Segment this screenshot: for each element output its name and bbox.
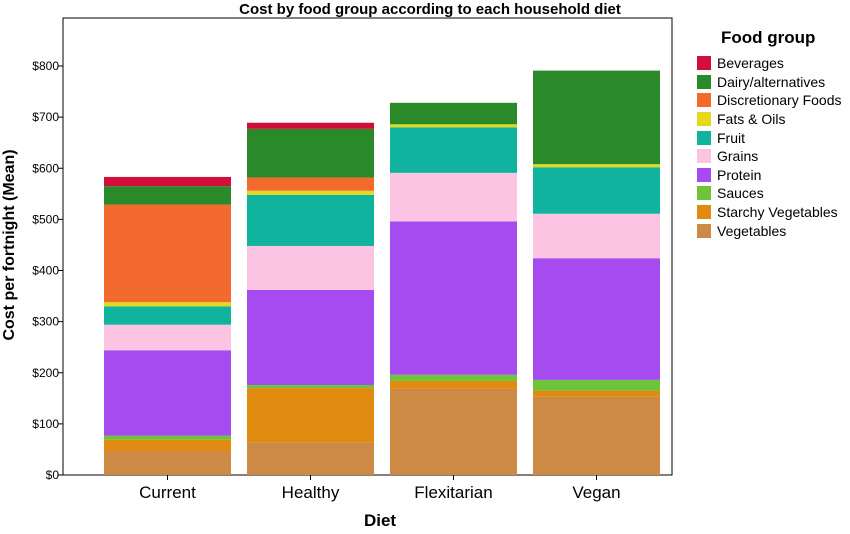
bar-segment-sauces [390,374,517,381]
legend-label: Fats & Oils [717,111,786,128]
bar-segment-discretionary-foods [104,204,231,303]
legend-items: Beverages Dairy/alternatives Discretionary… [697,54,842,240]
bar-segment-fruit [104,306,231,325]
legend-swatch [697,93,711,108]
bar-segment-starchy-vegetables [390,380,517,389]
x-tick-label: Flexitarian [414,483,492,502]
bar-segment-fruit [247,194,374,246]
legend-swatch [697,112,711,127]
legend-swatch [697,167,711,182]
bar-stack-vegan [533,70,660,475]
legend-item: Grains [697,147,842,166]
bar-segment-protein [104,350,231,436]
y-tick-label: $500 [32,212,59,226]
bar-segment-fats-oils [104,302,231,307]
bar-segment-grains [533,213,660,259]
x-axis-label: Diet [364,511,396,530]
legend-label: Fruit [717,129,745,146]
chart-title: Cost by food group according to each hou… [239,1,621,18]
y-tick-label: $400 [32,264,59,278]
y-axis-label: Cost per fortnight (Mean) [1,149,18,340]
y-tick-label: $800 [32,59,59,73]
bar-segment-dairy-alternatives [104,186,231,205]
legend: Food group Beverages Dairy/alternatives Di… [697,28,842,240]
legend-swatch [697,74,711,89]
legend-label: Protein [717,166,762,183]
x-tick-label: Vegan [572,483,620,502]
legend-item: Vegetables [697,221,842,240]
bar-segment-vegetables [533,396,660,475]
bar-segment-sauces [247,385,374,389]
bar-segment-dairy-alternatives [533,70,660,165]
bar-segment-sauces [533,379,660,391]
legend-label: Dairy/alternatives [717,73,826,90]
legend-swatch [697,56,711,71]
legend-swatch [697,205,711,220]
legend-item: Discretionary Foods [697,91,842,110]
legend-swatch [697,149,711,164]
legend-title: Food group [721,28,816,47]
bar-segment-beverages [247,122,374,129]
y-axis-ticks: $0 $100 $200 $300 $400 $500 $600 $700 $800 [32,59,63,482]
bar-segment-fruit [390,127,517,173]
bar-segment-sauces [104,435,231,440]
bar-segment-fats-oils [247,190,374,195]
legend-label: Vegetables [717,222,787,239]
y-tick-label: $700 [32,110,59,124]
legend-item: Beverages [697,54,842,73]
legend-item: Fruit [697,128,842,147]
bar-segment-starchy-vegetables [533,390,660,397]
bar-segment-dairy-alternatives [247,128,374,178]
y-tick-label: $300 [32,315,59,329]
y-tick-label: $600 [32,161,59,175]
y-tick-label: $100 [32,417,59,431]
bar-segment-fats-oils [390,124,517,128]
bar-segment-protein [390,221,517,375]
bar-segment-protein [247,289,374,386]
legend-item: Dairy/alternatives [697,73,842,92]
legend-item: Sauces [697,184,842,203]
y-tick-label: $0 [46,468,60,482]
x-axis-ticks: Current Healthy Flexitarian Vegan [139,475,621,502]
bar-segment-grains [390,172,517,222]
bar-stack-healthy [247,122,374,475]
bar-segment-fruit [533,167,660,214]
bar-stack-current [104,176,231,475]
bar-stack-flexitarian [390,102,517,475]
legend-label: Sauces [717,185,764,202]
legend-swatch [697,130,711,145]
legend-item: Starchy Vegetables [697,203,842,222]
legend-item: Fats & Oils [697,110,842,129]
bar-segment-grains [247,245,374,290]
bar-segment-vegetables [104,450,231,475]
bar-segment-fats-oils [533,164,660,168]
legend-label: Beverages [717,55,784,72]
bar-segment-grains [104,324,231,351]
bars [104,70,660,475]
bar-segment-starchy-vegetables [247,388,374,443]
legend-label: Starchy Vegetables [717,204,838,221]
legend-label: Grains [717,148,759,165]
legend-item: Protein [697,166,842,185]
bar-segment-vegetables [390,388,517,475]
bar-segment-starchy-vegetables [104,439,231,451]
legend-swatch [697,223,711,238]
bar-segment-dairy-alternatives [390,102,517,125]
legend-swatch [697,186,711,201]
bar-segment-vegetables [247,442,374,475]
bar-segment-discretionary-foods [247,177,374,191]
legend-label: Discretionary Foods [717,92,842,109]
bar-segment-beverages [104,176,231,187]
x-tick-label: Current [139,483,196,502]
x-tick-label: Healthy [282,483,340,502]
y-tick-label: $200 [32,366,59,380]
bar-segment-protein [533,258,660,380]
